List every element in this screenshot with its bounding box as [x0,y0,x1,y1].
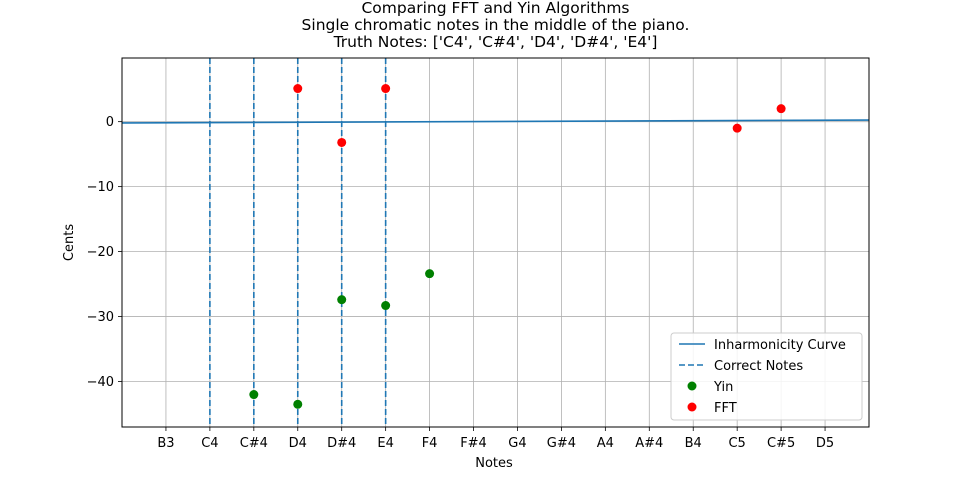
x-tick-label: F4 [422,436,438,451]
chart-title-line-1: Comparing FFT and Yin Algorithms [361,0,630,17]
x-tick-label: G4 [508,436,526,451]
y-tick-label: −40 [87,375,114,390]
fft-point [293,84,303,94]
x-tick-label: E4 [377,436,394,451]
x-tick-label: C#4 [240,436,268,451]
legend-yin-label: Yin [713,380,733,395]
yin-point [337,295,347,305]
x-tick-label: D4 [289,436,307,451]
inharmonicity-curve [121,119,870,124]
x-tick-label: D5 [816,436,834,451]
yin-point [425,269,435,279]
plot-frame [121,57,870,428]
x-tick-label: G#4 [547,436,576,451]
fft-point [732,123,742,133]
legend-yin-swatch [687,381,697,391]
x-tick-label: A#4 [635,436,663,451]
x-tick-label: C4 [201,436,218,451]
legend-fft-label: FFT [714,401,737,416]
yin-point [293,399,303,409]
x-tick-label: F#4 [460,436,487,451]
fft-point [337,137,347,147]
x-tick-label: C5 [728,436,745,451]
y-tick-label: −10 [87,180,114,195]
x-tick-label: B4 [685,436,702,451]
y-tick-label: 0 [106,115,114,130]
x-tick-label: B3 [157,436,174,451]
legend-fft-swatch [687,402,697,412]
yin-point [249,390,259,400]
fft-point [381,84,391,94]
x-tick-label: C#5 [767,436,795,451]
y-axis-label: Cents [62,224,77,261]
y-tick-label: −30 [87,310,114,325]
axes: B3 C4 C#4 D4 D#4 E4 F4 F#4 G4 G#4 A4 A#4 B4 C5 C#5 D5 0 −… [87,115,835,451]
data-layer [121,58,870,427]
x-tick-label: D#4 [327,436,356,451]
legend-correct-notes-label: Correct Notes [714,359,803,374]
chart-title-line-2: Single chromatic notes in the middle of … [301,16,690,34]
yin-point [381,301,391,311]
y-tick-label: −20 [87,245,114,260]
x-axis-label: Notes [475,456,513,471]
grid [122,58,869,427]
legend-inharmonicity-label: Inharmonicity Curve [714,338,846,353]
chart-title-line-3: Truth Notes: ['C4', 'C#4', 'D4', 'D#4', … [333,33,658,51]
fft-point [776,104,786,114]
x-tick-label: A4 [597,436,614,451]
legend-box [670,332,863,421]
legend: Inharmonicity Curve Correct Notes Yin FF… [670,332,863,421]
